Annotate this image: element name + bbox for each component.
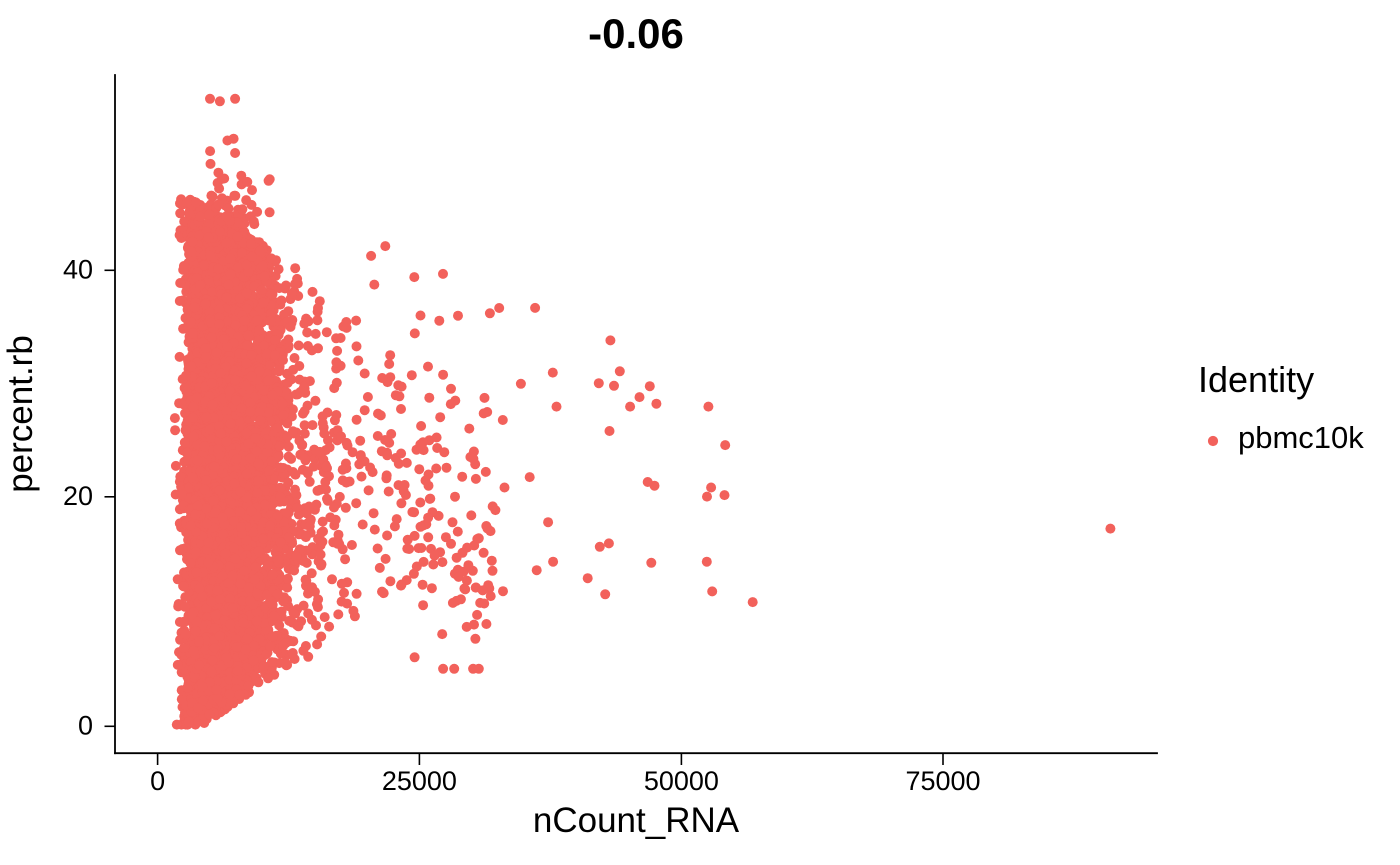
svg-text:40: 40 bbox=[63, 255, 93, 285]
svg-text:25000: 25000 bbox=[382, 766, 457, 796]
svg-text:pbmc10k: pbmc10k bbox=[1238, 420, 1364, 455]
svg-text:0: 0 bbox=[78, 711, 93, 741]
svg-text:Identity: Identity bbox=[1198, 359, 1314, 400]
svg-text:50000: 50000 bbox=[644, 766, 719, 796]
svg-text:20: 20 bbox=[63, 481, 93, 511]
svg-text:nCount_RNA: nCount_RNA bbox=[533, 801, 740, 840]
svg-text:0: 0 bbox=[150, 766, 165, 796]
svg-text:75000: 75000 bbox=[905, 766, 980, 796]
svg-text:percent.rb: percent.rb bbox=[1, 335, 40, 493]
